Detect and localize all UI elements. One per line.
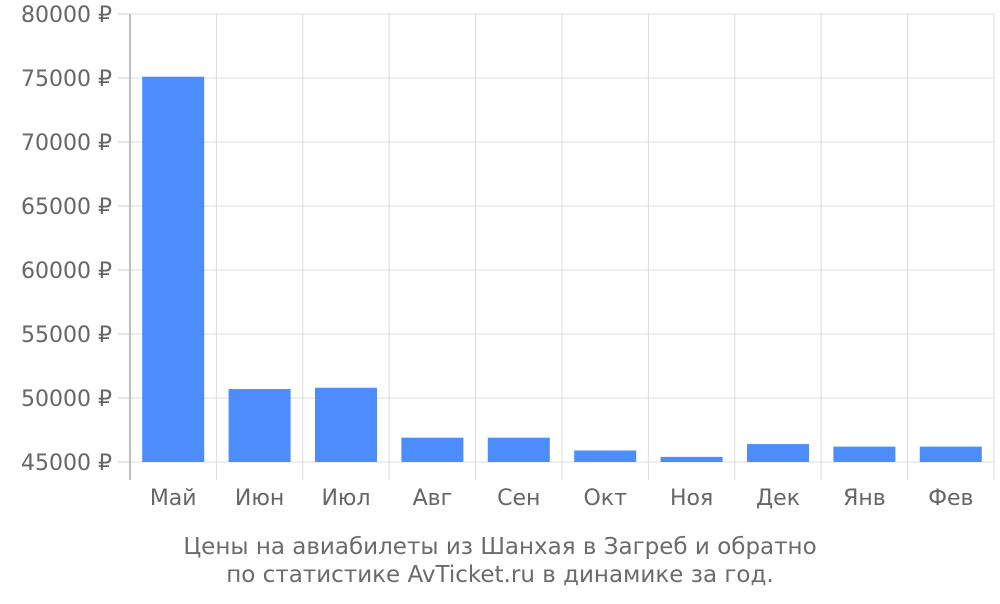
axes <box>118 13 131 480</box>
x-tick-label: Дек <box>756 486 800 511</box>
bar-5 <box>487 437 550 462</box>
y-tick-label: 55000 ₽ <box>21 323 112 348</box>
y-tick-label: 45000 ₽ <box>21 451 112 476</box>
y-tick-label: 75000 ₽ <box>21 67 112 92</box>
x-tick-label: Фев <box>928 486 973 511</box>
x-tick-label: Окт <box>583 486 627 511</box>
bar-1 <box>142 76 205 462</box>
x-tick-label: Ноя <box>670 486 713 511</box>
x-tick-label: Июн <box>235 486 284 511</box>
y-tick-label: 70000 ₽ <box>21 131 112 156</box>
x-tick-label: Сен <box>497 486 540 511</box>
bar-10 <box>919 446 982 462</box>
bar-3 <box>315 387 377 462</box>
x-tick-labels: Май Июн Июл Авг Сен Окт Ноя Дек Янв Фев <box>150 486 974 511</box>
x-tick-label: Май <box>150 486 197 511</box>
chart-caption-line-2: по статистике AvTicket.ru в динамике за … <box>226 562 774 588</box>
y-tick-label: 60000 ₽ <box>21 259 112 284</box>
x-tick-label: Июл <box>321 486 370 511</box>
bars <box>142 76 982 462</box>
bar-4 <box>401 437 464 462</box>
bar-2 <box>228 389 291 462</box>
bar-6 <box>574 450 637 462</box>
y-tick-label: 65000 ₽ <box>21 195 112 220</box>
chart-caption-line-1: Цены на авиабилеты из Шанхая в Загреб и … <box>183 534 817 560</box>
bar-7 <box>660 456 723 462</box>
y-tick-label: 80000 ₽ <box>21 3 112 28</box>
x-tick-label: Авг <box>413 486 453 511</box>
grid-lines <box>130 13 995 480</box>
bar-8 <box>747 444 809 462</box>
bar-9 <box>833 446 896 462</box>
x-tick-label: Янв <box>843 486 886 511</box>
y-tick-labels: 45000 ₽ 50000 ₽ 55000 ₽ 60000 ₽ 65000 ₽ 70000… <box>21 3 112 476</box>
y-tick-label: 50000 ₽ <box>21 387 112 412</box>
